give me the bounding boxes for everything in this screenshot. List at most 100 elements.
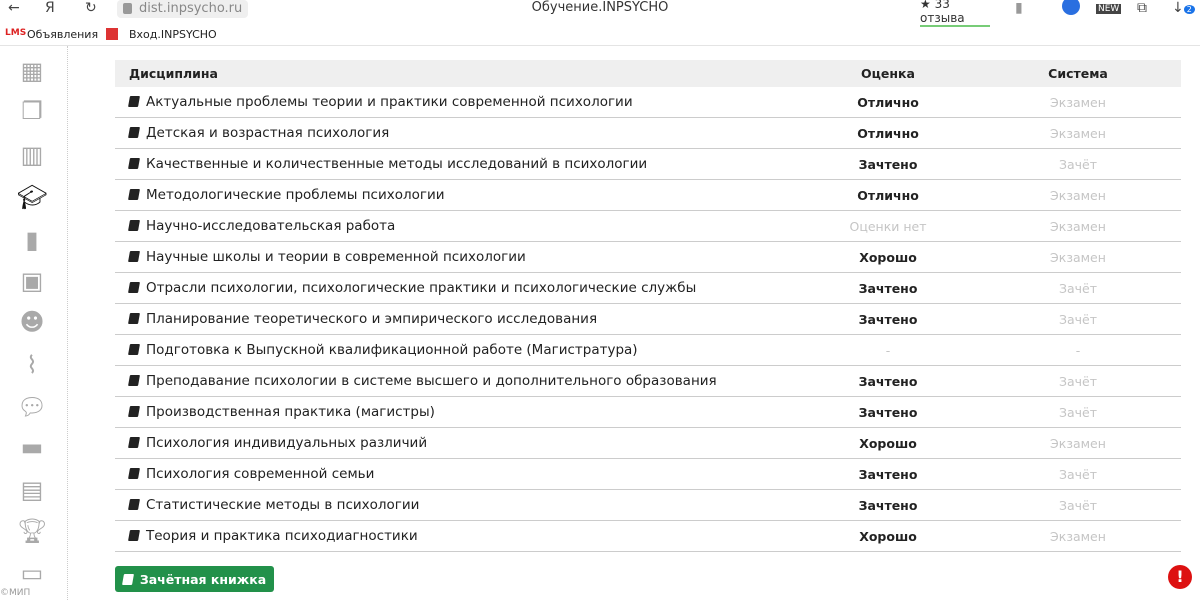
system-cell: Зачёт	[1058, 156, 1098, 172]
discipline-cell[interactable]: Научные школы и теории в современной пси…	[115, 249, 801, 265]
discipline-cell[interactable]: Актуальные проблемы теории и практики со…	[115, 94, 801, 110]
discipline-name[interactable]: Преподавание психологии в системе высшег…	[146, 373, 717, 389]
discipline-cell[interactable]: Планирование теоретического и эмпирическ…	[115, 311, 801, 327]
bookmark-icon[interactable]: ▮	[25, 226, 39, 254]
yandex-icon[interactable]: Я	[45, 0, 55, 16]
table-row: Детская и возрастная психология Отлично Эк…	[115, 118, 1181, 149]
back-icon[interactable]: ←	[8, 0, 20, 16]
grade-cell: Хорошо	[859, 249, 917, 265]
table-row: Преподавание психологии в системе высшег…	[115, 366, 1181, 397]
downloads-icon[interactable]: ↓ 2	[1172, 0, 1195, 16]
book-icon	[128, 96, 140, 107]
discipline-cell[interactable]: Качественные и количественные методы исс…	[115, 156, 801, 172]
discipline-cell[interactable]: Подготовка к Выпускной квалификационной …	[115, 342, 801, 358]
table-row: Психология современной семьи Зачтено Зачёт	[115, 459, 1181, 490]
table-row: Психология индивидуальных различий Хорошо…	[115, 428, 1181, 459]
discipline-name[interactable]: Детская и возрастная психология	[146, 125, 390, 141]
table-row: Планирование теоретического и эмпирическ…	[115, 304, 1181, 335]
paperclip-icon[interactable]: ⌇	[26, 351, 38, 379]
discipline-cell[interactable]: Производственная практика (магистры)	[115, 404, 801, 420]
copyright: ©МИП	[0, 588, 31, 598]
book-icon	[128, 375, 140, 386]
graduation-cap-icon[interactable]: 🎓︎	[17, 183, 48, 211]
table-row: Качественные и количественные методы исс…	[115, 149, 1181, 180]
archive-icon[interactable]: ▤	[20, 476, 44, 504]
book-icon	[128, 344, 140, 355]
bookmark-announcements[interactable]: Объявления	[27, 28, 99, 41]
folder-icon[interactable]: ▬	[20, 433, 44, 461]
discipline-cell[interactable]: Методологические проблемы психологии	[115, 187, 801, 203]
gradebook-label: Зачётная книжка	[139, 571, 267, 587]
book-icon	[128, 406, 140, 417]
reload-icon[interactable]: ↻	[85, 0, 97, 16]
system-cell: Экзамен	[1050, 249, 1106, 265]
discipline-cell[interactable]: Научно-исследовательская работа	[115, 218, 801, 234]
discipline-name[interactable]: Актуальные проблемы теории и практики со…	[146, 94, 633, 110]
discipline-name[interactable]: Подготовка к Выпускной квалификационной …	[146, 342, 638, 358]
alert-icon[interactable]: !	[1168, 565, 1192, 589]
discipline-cell[interactable]: Отрасли психологии, психологические прак…	[115, 280, 801, 296]
sidebar: ▦ ❐ ▥ 🎓︎ ▮ ▣ ☻ ⌇ 💬︎ ▬ ▤ 🏆︎ ▭	[0, 46, 68, 600]
downloads-badge: 2	[1183, 5, 1195, 14]
new-extension-icon[interactable]: NEW	[1096, 4, 1122, 14]
system-cell: Зачёт	[1058, 404, 1098, 420]
book-icon	[128, 468, 140, 479]
discipline-cell[interactable]: Преподавание психологии в системе высшег…	[115, 373, 801, 389]
gradebook-button[interactable]: Зачётная книжка	[115, 566, 274, 592]
browser-toolbar: ← Я ↻ dist.inpsycho.ru Обучение.INPSYCHO…	[0, 0, 1200, 27]
system-cell: -	[1075, 342, 1081, 358]
table-row: Научные школы и теории в современной пси…	[115, 242, 1181, 273]
discipline-cell[interactable]: Психология современной семьи	[115, 466, 801, 482]
table-row: Отрасли психологии, психологические прак…	[115, 273, 1181, 304]
trophy-icon[interactable]: 🏆︎	[17, 517, 48, 545]
discipline-name[interactable]: Планирование теоретического и эмпирическ…	[146, 311, 598, 327]
bookmark-login[interactable]: Вход.INPSYCHO	[129, 28, 217, 41]
header-grade: Оценка	[861, 66, 915, 81]
discipline-cell[interactable]: Статистические методы в психологии	[115, 497, 801, 513]
url-text: dist.inpsycho.ru	[139, 1, 243, 16]
grade-cell: Зачтено	[858, 497, 918, 513]
system-cell: Зачёт	[1058, 497, 1098, 513]
discipline-name[interactable]: Статистические методы в психологии	[146, 497, 420, 513]
grid-icon[interactable]: ▦	[20, 57, 44, 85]
video-file-icon[interactable]: ▣	[20, 267, 44, 295]
grade-cell: Зачтено	[858, 156, 918, 172]
grade-cell: Зачтено	[858, 466, 918, 482]
discipline-cell[interactable]: Психология индивидуальных различий	[115, 435, 801, 451]
extensions-icon[interactable]: ⧉	[1137, 0, 1147, 16]
discipline-cell[interactable]: Детская и возрастная психология	[115, 125, 801, 141]
book-icon	[121, 573, 134, 585]
book-icon	[128, 158, 140, 169]
bookmark-icon[interactable]: ▮	[1015, 0, 1023, 16]
calendar-icon[interactable]: ▥	[20, 141, 44, 169]
discipline-name[interactable]: Производственная практика (магистры)	[146, 404, 435, 420]
grade-cell: Зачтено	[858, 311, 918, 327]
discipline-name[interactable]: Отрасли психологии, психологические прак…	[146, 280, 697, 296]
discipline-name[interactable]: Психология современной семьи	[146, 466, 375, 482]
discipline-name[interactable]: Качественные и количественные методы исс…	[146, 156, 648, 172]
header-system: Система	[1048, 66, 1108, 81]
discipline-name[interactable]: Теория и практика психодиагностики	[146, 528, 418, 544]
users-icon[interactable]: ☻	[19, 308, 45, 336]
system-cell: Экзамен	[1050, 218, 1106, 234]
chat-icon[interactable]: 💬︎	[17, 393, 48, 421]
system-cell: Зачёт	[1058, 373, 1098, 389]
documents-icon[interactable]: ❐	[21, 97, 43, 125]
discipline-name[interactable]: Методологические проблемы психологии	[146, 187, 445, 203]
table-row: Подготовка к Выпускной квалификационной …	[115, 335, 1181, 366]
address-bar[interactable]: dist.inpsycho.ru	[117, 0, 249, 18]
book-icon	[128, 437, 140, 448]
grade-cell: Отлично	[857, 187, 919, 203]
system-cell: Зачёт	[1058, 280, 1098, 296]
discipline-name[interactable]: Научные школы и теории в современной пси…	[146, 249, 526, 265]
discipline-cell[interactable]: Теория и практика психодиагностики	[115, 528, 801, 544]
discipline-name[interactable]: Психология индивидуальных различий	[146, 435, 428, 451]
system-cell: Экзамен	[1050, 435, 1106, 451]
reviews-button[interactable]: ★ 33 отзыва	[920, 0, 990, 27]
book-icon	[128, 220, 140, 231]
book-icon	[128, 189, 140, 200]
credit-card-icon[interactable]: ▭	[20, 559, 44, 587]
discipline-name[interactable]: Научно-исследовательская работа	[146, 218, 396, 234]
table-row: Актуальные проблемы теории и практики со…	[115, 87, 1181, 118]
browser-extension-icon[interactable]	[1062, 0, 1080, 15]
